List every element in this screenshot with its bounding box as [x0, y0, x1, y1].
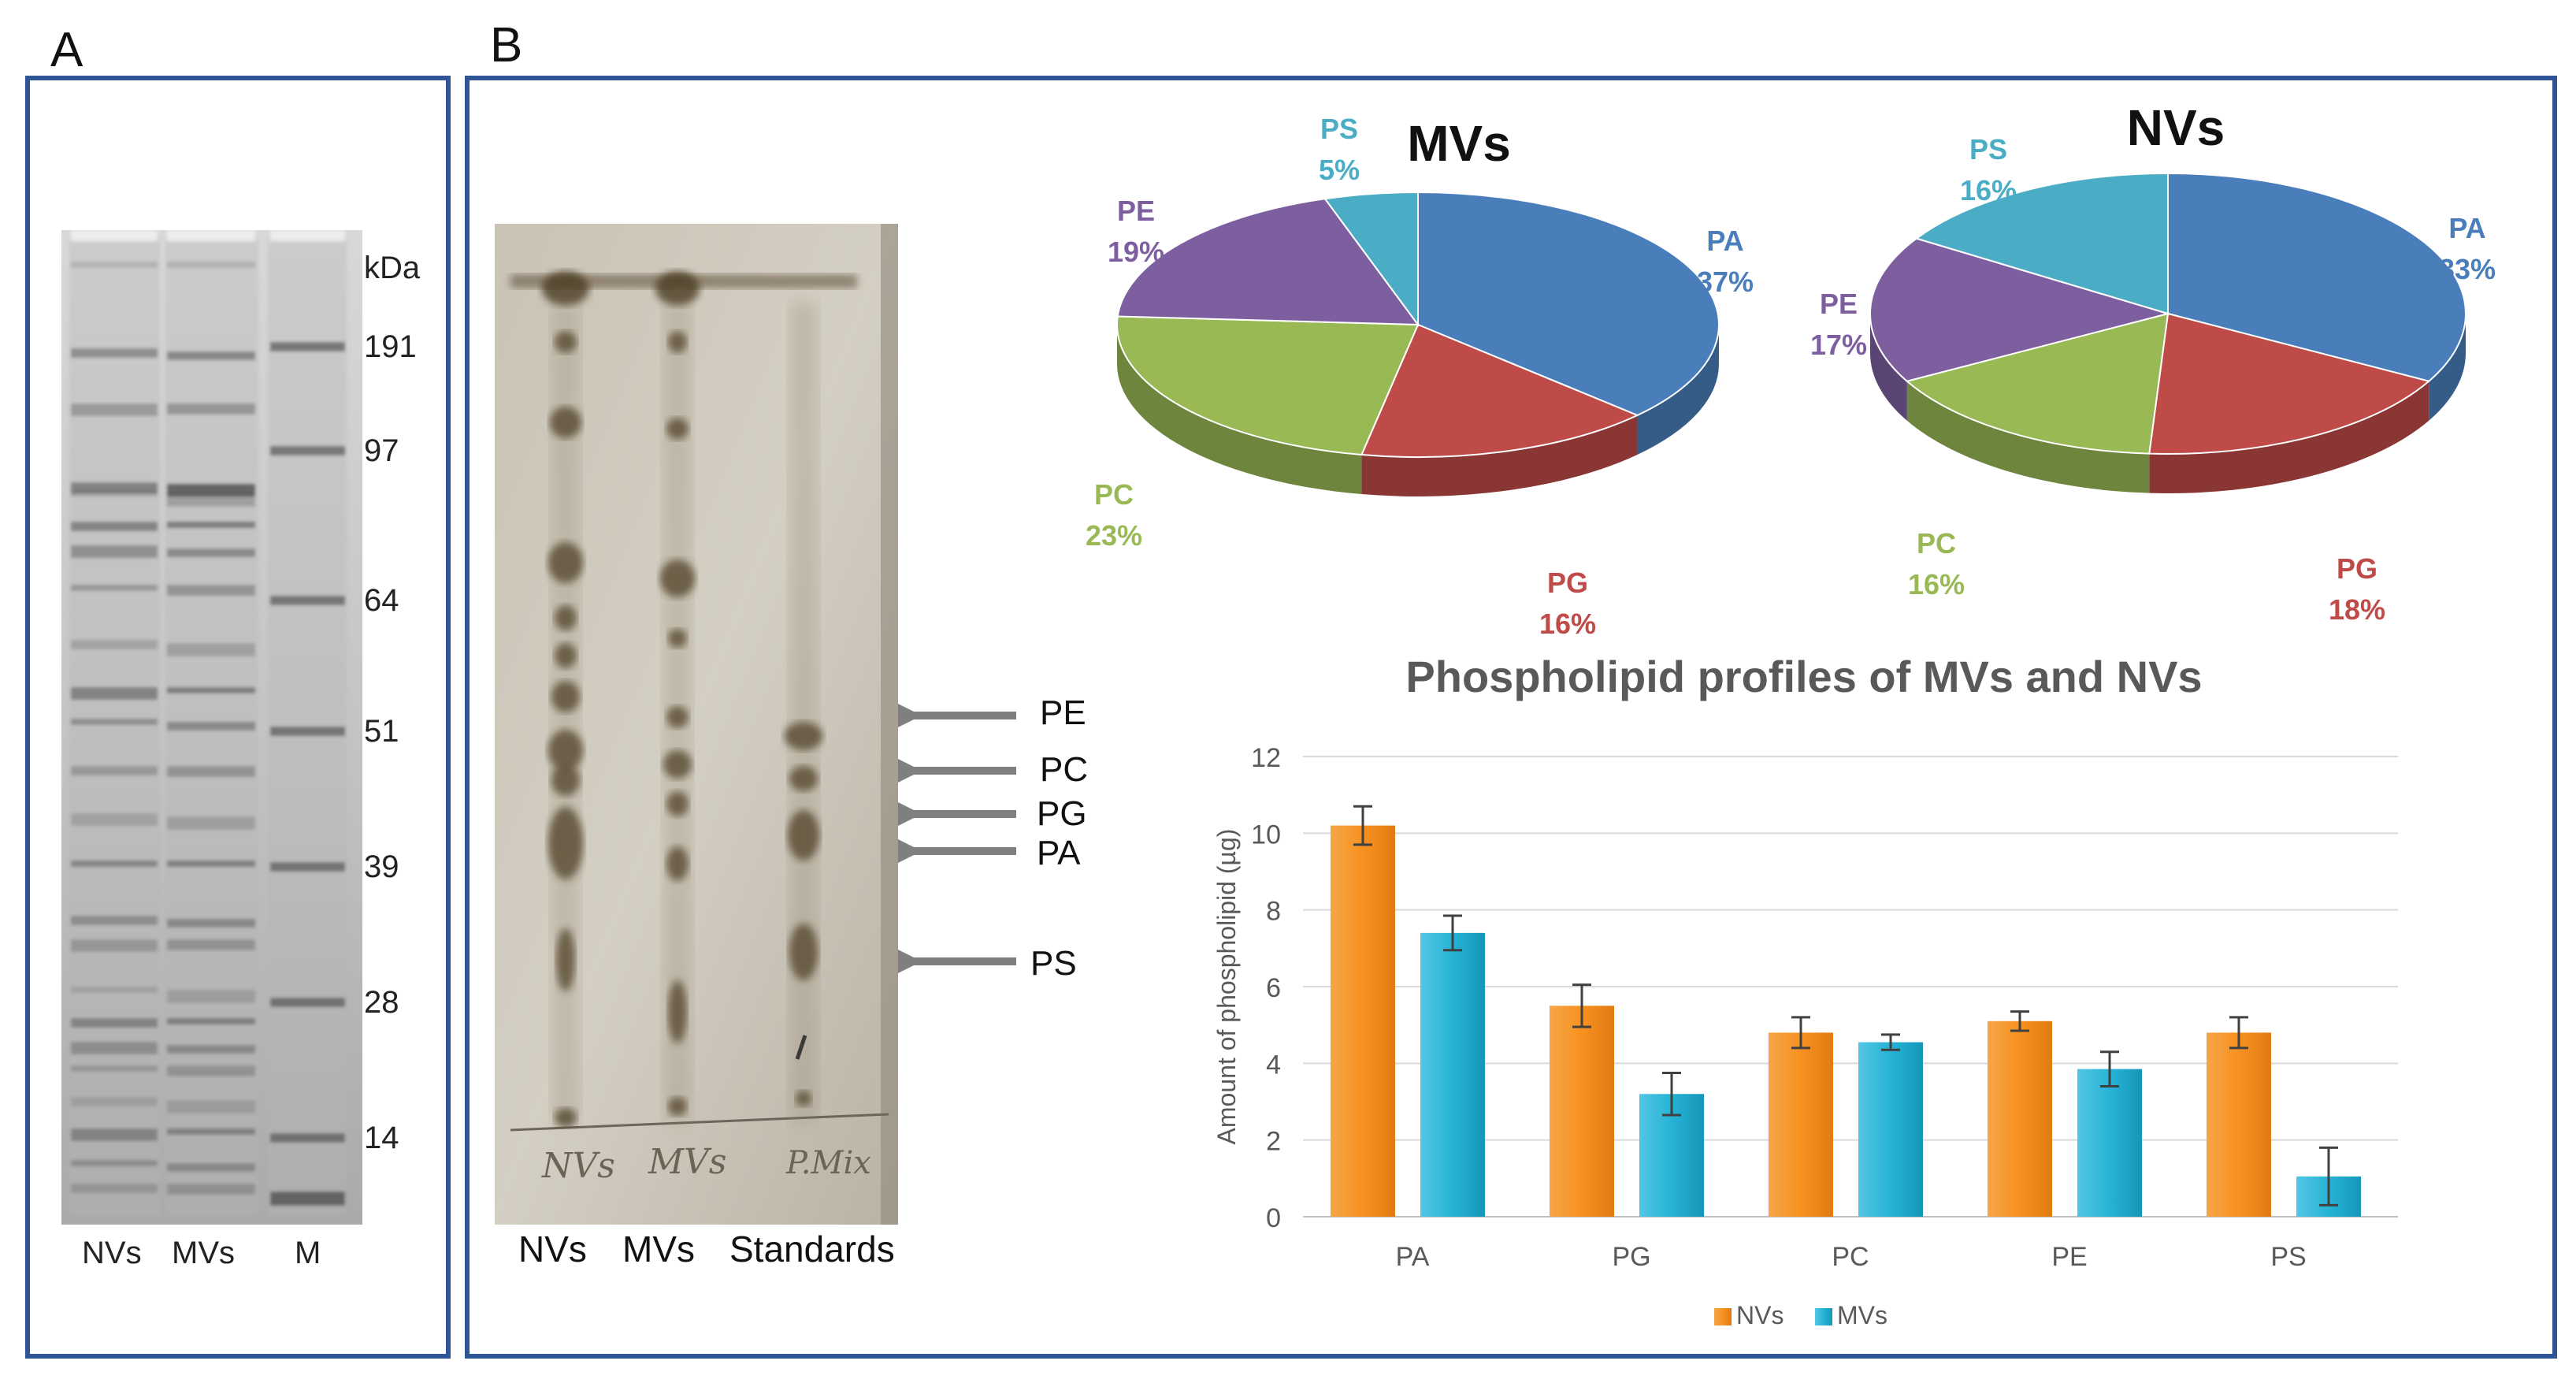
tlc-spot: [655, 271, 700, 306]
arrow-label-pe: PE: [1040, 693, 1086, 732]
sds-page-gel: [61, 230, 362, 1225]
gel-marker-band: [270, 727, 345, 736]
gel-band: [167, 939, 255, 950]
gel-marker-band: [270, 342, 345, 351]
gel-band: [167, 687, 255, 693]
gel-marker-64: 64: [364, 583, 399, 618]
arrow-label-pa: PA: [1037, 834, 1081, 872]
gel-band: [167, 1045, 255, 1054]
gel-band: [71, 987, 158, 993]
gel-well: [270, 230, 345, 241]
gel-band: [167, 816, 255, 830]
gel-marker-band: [270, 998, 345, 1007]
tlc-plate: NVs MVs P.Mix: [495, 224, 898, 1225]
gel-band: [71, 916, 158, 925]
gel-band: [71, 861, 158, 867]
gel-marker-band: [270, 596, 345, 605]
gel-band: [167, 722, 255, 731]
gel-band: [167, 861, 255, 867]
arrow-label-ps: PS: [1030, 944, 1077, 983]
tlc-lane-smear: [551, 303, 580, 1122]
gel-band: [167, 1065, 255, 1076]
gel-band: [71, 813, 158, 826]
gel-well: [71, 230, 158, 241]
tlc-lane-standards: Standards: [729, 1229, 895, 1270]
gel-band: [167, 1163, 255, 1172]
gel-marker-14: 14: [364, 1121, 399, 1155]
tlc-lane-nvs: NVs: [518, 1229, 587, 1270]
arrow-label-pc: PC: [1040, 750, 1089, 789]
gel-band: [167, 643, 255, 656]
tlc-lane-mvs: MVs: [622, 1229, 695, 1270]
gel-band: [167, 493, 255, 507]
gel-band: [71, 1128, 158, 1141]
gel-marker-28: 28: [364, 985, 399, 1020]
gel-band: [167, 585, 255, 596]
tlc-handwriting-mvs: MVs: [648, 1142, 726, 1182]
gel-band: [71, 640, 158, 649]
gel-band: [167, 990, 255, 1003]
gel-band: [167, 548, 255, 557]
panel-a-frame: [25, 76, 451, 1359]
gel-band: [167, 1128, 255, 1135]
tlc-pen-mark: [795, 1035, 807, 1060]
panel-a-letter: A: [50, 23, 84, 77]
gel-band: [71, 1184, 158, 1193]
gel-band: [71, 482, 158, 493]
gel-band: [167, 1018, 255, 1024]
gel-band: [71, 348, 158, 358]
panel-b-frame: [465, 76, 2557, 1359]
gel-band: [71, 1018, 158, 1028]
arrow-label-pg: PG: [1037, 794, 1087, 833]
gel-marker-band: [270, 446, 345, 455]
gel-band: [71, 687, 158, 700]
gel-band: [71, 262, 158, 268]
gel-band: [167, 919, 255, 928]
gel-band: [167, 766, 255, 777]
gel-band: [167, 403, 255, 415]
gel-band: [71, 939, 158, 952]
gel-band: [167, 484, 255, 496]
gel-band: [71, 403, 158, 416]
gel-marker-band: [270, 1133, 345, 1143]
gel-marker-191: 191: [364, 329, 417, 364]
gel-marker-39: 39: [364, 850, 399, 884]
tlc-lane-smear: [663, 303, 692, 1122]
gel-band: [71, 1042, 158, 1054]
tlc-lane-smear: [789, 303, 818, 1122]
tlc-spot: [542, 271, 589, 306]
gel-band: [167, 351, 255, 360]
tlc-arrows: [898, 692, 1016, 985]
gel-band: [167, 262, 255, 268]
gel-marker-51: 51: [364, 714, 399, 749]
gel-unit-label: kDa: [364, 251, 421, 285]
tlc-handwriting-pmix: P.Mix: [785, 1145, 871, 1181]
gel-band: [167, 1100, 255, 1113]
gel-marker-band: [270, 862, 345, 872]
gel-band: [167, 1184, 255, 1195]
panel-b-letter: B: [490, 18, 523, 72]
gel-band: [71, 585, 158, 591]
gel-band: [71, 766, 158, 775]
gel-band: [71, 1160, 158, 1166]
gel-band: [71, 1097, 158, 1106]
gel-band: [71, 545, 158, 558]
gel-lane-m: M: [295, 1236, 321, 1270]
gel-marker-97: 97: [364, 433, 399, 468]
gel-well: [167, 230, 255, 241]
gel-marker-band: [270, 1192, 345, 1206]
gel-lane-mvs: MVs: [172, 1236, 235, 1270]
gel-band: [71, 719, 158, 725]
tlc-handwriting-nvs: NVs: [541, 1146, 615, 1186]
gel-band: [71, 522, 158, 531]
gel-band: [167, 522, 255, 528]
gel-band: [71, 1065, 158, 1072]
gel-lane-nvs: NVs: [82, 1236, 142, 1270]
